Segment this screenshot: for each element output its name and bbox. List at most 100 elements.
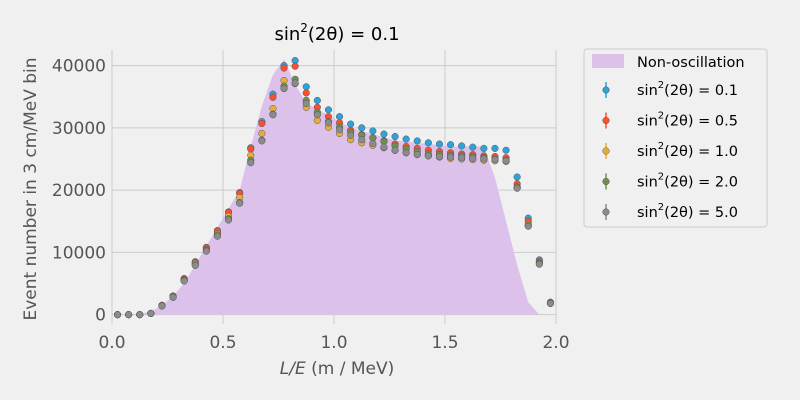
data-point bbox=[147, 309, 155, 317]
legend-entries: Non-oscillation sin2(2θ) = 0.1 sin2(2θ) = … bbox=[592, 54, 745, 221]
data-point bbox=[225, 216, 233, 224]
y-tick-label: 0 bbox=[95, 306, 106, 326]
data-point bbox=[469, 154, 477, 162]
data-point bbox=[336, 113, 344, 121]
data-point bbox=[236, 199, 244, 207]
data-point bbox=[413, 137, 421, 145]
data-point bbox=[391, 133, 399, 141]
data-point bbox=[313, 96, 321, 104]
data-point bbox=[535, 260, 543, 268]
data-point bbox=[202, 247, 210, 255]
data-point bbox=[324, 119, 333, 127]
data-point bbox=[447, 141, 455, 149]
data-point bbox=[269, 93, 277, 101]
data-point bbox=[458, 142, 466, 150]
data-point bbox=[502, 157, 510, 165]
x-tick-label: 1.5 bbox=[431, 333, 458, 353]
data-point bbox=[491, 144, 499, 152]
data-point bbox=[402, 135, 410, 143]
data-point bbox=[480, 144, 488, 152]
data-point bbox=[291, 62, 299, 70]
data-point bbox=[391, 146, 399, 154]
data-point bbox=[469, 143, 477, 151]
data-point bbox=[247, 145, 255, 153]
legend-box bbox=[583, 48, 768, 228]
data-point bbox=[369, 139, 377, 147]
data-point bbox=[258, 119, 266, 128]
data-point bbox=[280, 64, 288, 72]
data-point bbox=[380, 143, 388, 151]
data-point bbox=[424, 152, 432, 160]
data-point bbox=[491, 156, 499, 164]
data-point bbox=[435, 140, 444, 148]
data-point bbox=[169, 293, 177, 301]
data-point bbox=[380, 130, 388, 138]
data-point bbox=[513, 184, 521, 192]
data-point bbox=[424, 139, 432, 147]
series-4 bbox=[114, 79, 555, 319]
legend-marker bbox=[602, 116, 610, 125]
y-tick-label: 20000 bbox=[52, 181, 106, 201]
data-point bbox=[258, 129, 266, 137]
legend-label: sin2(2θ) = 0.5 bbox=[637, 111, 738, 130]
data-point bbox=[125, 311, 133, 319]
data-point bbox=[258, 137, 266, 145]
data-point bbox=[191, 261, 199, 270]
legend-label: sin2(2θ) = 5.0 bbox=[637, 202, 738, 221]
data-point bbox=[313, 111, 321, 119]
data-point bbox=[502, 146, 510, 154]
data-point bbox=[458, 154, 466, 162]
data-point bbox=[291, 79, 299, 87]
data-point bbox=[336, 126, 344, 134]
data-point bbox=[302, 89, 310, 97]
x-tick-label: 0.0 bbox=[98, 333, 125, 353]
data-point bbox=[358, 136, 366, 144]
x-tick-label: 2.0 bbox=[542, 333, 569, 353]
legend-marker bbox=[602, 86, 610, 94]
x-tick-labels: 0.0 0.5 1.0 1.5 2.0 bbox=[98, 333, 569, 353]
data-point bbox=[302, 100, 310, 108]
data-point bbox=[447, 153, 455, 161]
data-point bbox=[180, 277, 188, 285]
non-oscillation-area bbox=[117, 59, 551, 315]
x-tick-label: 1.0 bbox=[320, 333, 347, 353]
data-point bbox=[280, 85, 288, 93]
chart-title: sin2(2θ) = 0.1 bbox=[274, 21, 399, 45]
x-axis-label: L/E (m / MeV) bbox=[280, 359, 394, 379]
data-point bbox=[269, 111, 277, 119]
data-point bbox=[114, 311, 122, 319]
legend-swatch-non-oscillation bbox=[592, 54, 624, 68]
data-point bbox=[402, 149, 410, 157]
y-tick-labels: 0 10000 20000 30000 40000 bbox=[52, 57, 106, 326]
data-point bbox=[369, 127, 377, 135]
legend-label: sin2(2θ) = 1.0 bbox=[637, 141, 738, 160]
non-oscillation-fill bbox=[117, 59, 551, 315]
data-point bbox=[413, 151, 421, 159]
data-point bbox=[435, 152, 444, 161]
y-axis-label: Event number in 3 cm/MeV bin bbox=[21, 57, 41, 320]
data-point bbox=[302, 83, 310, 91]
legend: Non-oscillation sin2(2θ) = 0.1 sin2(2θ) = … bbox=[583, 48, 768, 228]
data-point bbox=[136, 311, 144, 319]
data-point bbox=[347, 120, 355, 128]
y-tick-label: 40000 bbox=[52, 57, 106, 77]
data-point bbox=[213, 232, 221, 240]
data-point bbox=[524, 222, 532, 230]
data-point bbox=[480, 155, 488, 163]
x-tick-label: 0.5 bbox=[209, 333, 236, 353]
data-point bbox=[324, 106, 333, 114]
data-point bbox=[358, 124, 366, 132]
data-point bbox=[247, 159, 255, 167]
y-tick-label: 30000 bbox=[52, 119, 106, 139]
legend-label: sin2(2θ) = 2.0 bbox=[637, 172, 738, 191]
legend-marker bbox=[602, 147, 610, 155]
y-tick-label: 10000 bbox=[52, 243, 106, 263]
data-point bbox=[158, 302, 166, 310]
data-point bbox=[347, 131, 355, 139]
legend-label: sin2(2θ) = 0.1 bbox=[637, 80, 738, 99]
data-point bbox=[546, 299, 555, 308]
legend-marker bbox=[602, 208, 610, 216]
data-point bbox=[513, 173, 521, 181]
legend-label-non-oscillation: Non-oscillation bbox=[637, 55, 745, 71]
